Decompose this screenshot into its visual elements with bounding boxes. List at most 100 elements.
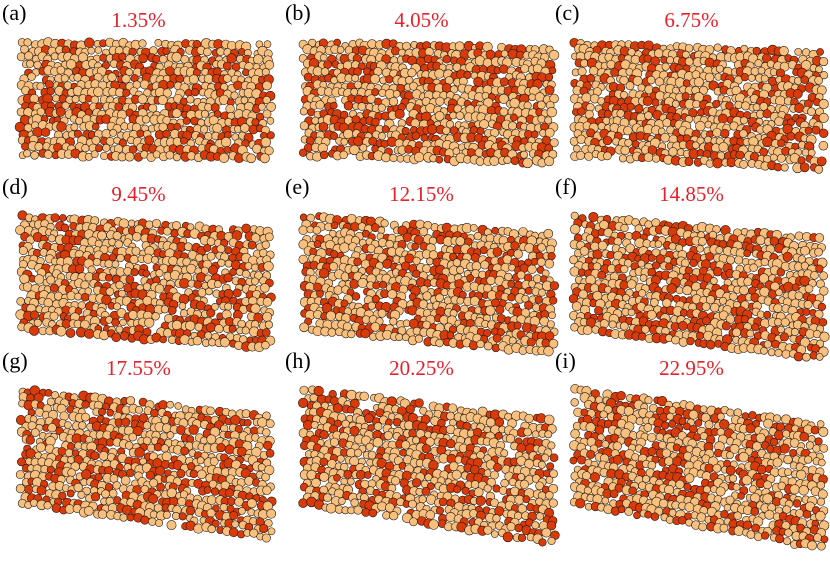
particle-light [231, 520, 240, 529]
particle-light [819, 57, 829, 67]
particle-dark [586, 74, 595, 83]
particle-light [261, 472, 270, 482]
particle-dark [111, 318, 120, 327]
panel-e: (e) 12.15% [283, 174, 560, 361]
particle-light [814, 247, 823, 257]
particle-dark [57, 446, 67, 456]
particle-dark [414, 398, 424, 408]
particle-dark [349, 279, 360, 289]
particle-light [55, 325, 67, 337]
particle-light [241, 269, 251, 279]
particle-light [622, 293, 630, 302]
particle-dark [108, 253, 117, 262]
particle-light [818, 112, 829, 123]
particle-light [699, 85, 708, 95]
particle-light [341, 419, 350, 429]
particle-dark [799, 162, 810, 173]
particle-light [257, 417, 268, 428]
particle-light [319, 471, 330, 482]
particle-dark [74, 264, 85, 274]
particle-light [216, 47, 225, 56]
particle-light [759, 102, 769, 111]
strain-label: 4.05% [394, 8, 449, 32]
particle-light [818, 426, 829, 437]
particle-light [582, 325, 593, 336]
particle-light [77, 490, 86, 499]
particle-dark [73, 129, 82, 138]
particle-light [815, 65, 823, 74]
particle-light [339, 242, 350, 253]
particle-light [548, 311, 556, 320]
particle-dark [307, 108, 316, 117]
particle-dark [743, 249, 752, 258]
particle-light [132, 232, 142, 242]
particle-light [30, 151, 39, 160]
particle-light [241, 409, 251, 419]
particle-light [149, 478, 159, 488]
particle-dark [46, 465, 55, 474]
panel-f: (f) 14.85% [553, 174, 830, 362]
particles [15, 210, 276, 352]
particles [568, 211, 830, 362]
particle-light [43, 501, 52, 510]
particle-light [46, 275, 56, 285]
particle-light [428, 519, 439, 530]
particle-light [150, 256, 159, 264]
particle-dark [411, 131, 421, 141]
particle-light [367, 450, 377, 460]
particle-light [267, 527, 276, 536]
particle-light [347, 329, 356, 339]
particle-light [97, 509, 108, 520]
particle-light [359, 391, 369, 401]
particle-light [207, 524, 216, 534]
particle-dark [421, 444, 431, 454]
particle-dark [361, 508, 371, 517]
particle-light [569, 266, 580, 277]
particle-dark [776, 268, 785, 277]
particle-dark [360, 328, 371, 339]
particle-dark [24, 484, 34, 494]
particle-dark [372, 281, 381, 290]
particle-light [800, 261, 809, 270]
particle-light [520, 150, 528, 159]
particle-light [337, 497, 346, 505]
particle-light [668, 406, 677, 415]
particle-dark [55, 106, 66, 117]
particle-light [166, 487, 177, 499]
particle-light [508, 336, 517, 345]
particle-dark [343, 469, 353, 479]
particle-dark [688, 108, 698, 118]
particle-light [734, 255, 744, 265]
particle-light [171, 52, 182, 63]
particle-light [549, 93, 559, 104]
particle-light [619, 321, 629, 331]
particle-light [504, 272, 513, 282]
particle-light [698, 237, 707, 246]
particle-dark [265, 449, 275, 458]
panel-letter: (g) [2, 348, 28, 373]
particle-dark [243, 418, 252, 427]
particle-dark [735, 150, 745, 160]
particle-light [662, 118, 672, 128]
particle-dark [399, 448, 408, 457]
particle-light [186, 263, 197, 274]
particle-dark [130, 268, 139, 277]
particle-dark [333, 473, 341, 482]
particle-light [211, 302, 219, 311]
particle-light [244, 262, 253, 270]
panel-g: (g) 17.55% [0, 348, 277, 543]
particle-light [685, 401, 695, 411]
strain-label: 17.55% [106, 356, 171, 380]
particle-light [407, 68, 417, 78]
particle-dark [800, 75, 809, 85]
particle-light [500, 449, 509, 458]
particle-dark [162, 129, 171, 139]
particle-light [757, 66, 766, 75]
particle-light [195, 253, 204, 262]
particle-light [142, 282, 152, 291]
particle-light [701, 302, 711, 312]
particle-light [216, 244, 226, 254]
particle-light [652, 154, 661, 163]
particle-dark [224, 316, 235, 327]
particle-light [137, 94, 148, 105]
